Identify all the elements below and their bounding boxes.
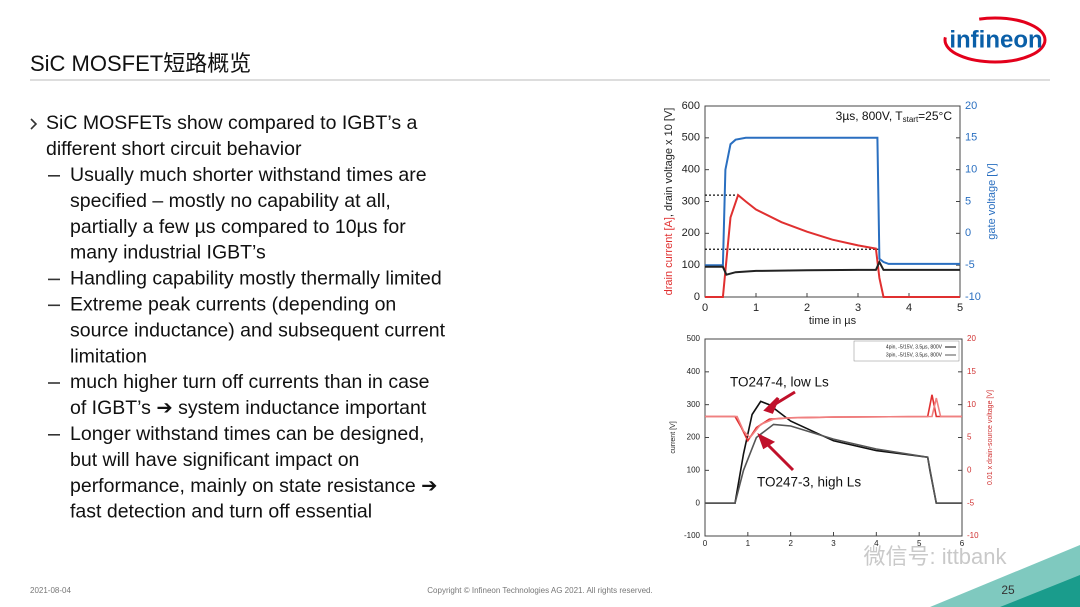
- x-tick-label: 4: [874, 539, 879, 548]
- y-tick-label: 600: [682, 100, 700, 112]
- bullet-text: source inductance) and subsequent curren…: [70, 319, 446, 341]
- y-axis-label-part: , drain voltage x 10 [V]: [663, 108, 675, 217]
- y2-tick-label: -5: [967, 498, 975, 507]
- x-tick-label: 1: [746, 539, 751, 548]
- x-tick-label: 0: [702, 302, 708, 314]
- y2-tick-label: -10: [967, 531, 979, 540]
- y2-tick-label: 15: [967, 367, 976, 376]
- y2-tick-label: -10: [965, 291, 981, 303]
- bullet-text: SiC MOSFETs show compared to IGBT’s a: [46, 112, 417, 134]
- bullet-text: but will have significant impact on: [70, 449, 359, 471]
- y2-tick-label: 10: [965, 164, 977, 176]
- copyright: Copyright © Infineon Technologies AG 202…: [427, 586, 652, 595]
- bullet-text: of IGBT’s ➔ system inductance important: [70, 397, 427, 419]
- y-tick-label: 300: [682, 195, 700, 207]
- x-tick-label: 5: [957, 302, 963, 314]
- y-tick-label: -100: [684, 531, 701, 540]
- slide-title: SiC MOSFET短路概览: [30, 51, 251, 76]
- y-tick-label: 500: [682, 132, 700, 144]
- y-axis-label-part: drain current [A]: [663, 217, 675, 295]
- annotation: TO247-3, high Ls: [757, 475, 861, 490]
- x-axis-label: time in µs: [809, 315, 857, 327]
- y-axis-label: current [V]: [670, 421, 677, 453]
- legend-label: 4pin, -5/15V, 3.5µs, 800V: [886, 344, 943, 350]
- y2-axis-label: 0.01 x drain-source voltage [V]: [987, 390, 994, 485]
- bullet-text: Usually much shorter withstand times are: [70, 164, 427, 186]
- plot-frame: [704, 105, 961, 298]
- annotation-tail: =25°C: [918, 109, 952, 123]
- y2-tick-label: 0: [967, 465, 972, 474]
- x-tick-label: 2: [804, 302, 810, 314]
- bullet-text: partially a few µs compared to 10µs for: [70, 216, 406, 238]
- annotation-sub: start: [903, 115, 919, 124]
- logo: infineon: [949, 26, 1042, 53]
- y-tick-label: 300: [687, 400, 701, 409]
- y-tick-label: 200: [687, 433, 701, 442]
- x-tick-label: 3: [831, 539, 836, 548]
- y-tick-label: 0: [694, 291, 700, 303]
- y2-tick-label: 5: [965, 195, 971, 207]
- y2-tick-label: 20: [967, 334, 976, 343]
- series-line: [705, 259, 960, 276]
- bullet-text: many industrial IGBT’s: [70, 242, 266, 264]
- bullet-text: specified – mostly no capability at all,: [70, 190, 391, 212]
- y-tick-label: 0: [696, 498, 701, 507]
- series-line: [705, 423, 962, 504]
- x-tick-label: 3: [855, 302, 861, 314]
- bullet-text: Longer withstand times can be designed,: [70, 423, 424, 445]
- bullet-text: fast detection and turn off essential: [70, 501, 372, 523]
- y-tick-label: 200: [682, 227, 700, 239]
- bullet-text: much higher turn off currents than in ca…: [70, 371, 430, 393]
- bullet-chevron: [30, 118, 38, 130]
- y-tick-label: 100: [687, 465, 701, 474]
- y2-tick-label: -5: [965, 259, 975, 271]
- annotation: TO247-4, low Ls: [730, 375, 829, 390]
- y2-tick-label: 10: [967, 400, 976, 409]
- page-number: 25: [1001, 583, 1015, 597]
- x-tick-label: 5: [917, 539, 922, 548]
- x-tick-label: 4: [906, 302, 912, 314]
- bullet-text: Handling capability mostly thermally lim…: [70, 268, 442, 290]
- y2-axis-label: gate voltage [V]: [986, 163, 998, 239]
- series-line: [705, 193, 960, 298]
- date: 2021-08-04: [30, 586, 71, 595]
- y2-tick-label: 5: [967, 433, 972, 442]
- y-tick-label: 400: [687, 367, 701, 376]
- y2-tick-label: 15: [965, 132, 977, 144]
- plot-frame: [704, 338, 963, 537]
- bullet-text: different short circuit behavior: [46, 138, 302, 160]
- y-tick-label: 100: [682, 259, 700, 271]
- legend-box: [853, 340, 960, 362]
- x-tick-label: 6: [960, 539, 965, 548]
- y-axis-label-part: current [V]: [670, 421, 677, 453]
- y2-tick-label: 20: [965, 100, 977, 112]
- watermark: 微信号: ittbank: [863, 544, 1007, 569]
- arrow-head: [763, 396, 780, 414]
- annotation-main: 3µs, 800V, T: [836, 109, 904, 123]
- x-tick-label: 0: [703, 539, 708, 548]
- corner-deco: [1000, 575, 1080, 607]
- x-tick-label: 1: [753, 302, 759, 314]
- y-axis-label: drain current [A], drain voltage x 10 [V…: [663, 108, 675, 296]
- series-line: [705, 397, 962, 439]
- arrow-head: [757, 432, 776, 450]
- bullet-text: performance, mainly on state resistance …: [70, 475, 438, 497]
- y2-tick-label: 0: [965, 227, 971, 239]
- logo-swoosh: [943, 16, 1047, 64]
- bullet-text: limitation: [70, 345, 147, 367]
- y-tick-label: 500: [687, 334, 701, 343]
- bullet-text: Extreme peak currents (depending on: [70, 293, 396, 315]
- x-tick-label: 2: [788, 539, 793, 548]
- y-tick-label: 400: [682, 164, 700, 176]
- series-line: [705, 136, 960, 267]
- legend-label: 3pin, -5/15V, 3.5µs, 800V: [886, 352, 943, 358]
- annotation-arrow: [762, 439, 795, 472]
- annotation: 3µs, 800V, Tstart=25°C: [836, 109, 953, 124]
